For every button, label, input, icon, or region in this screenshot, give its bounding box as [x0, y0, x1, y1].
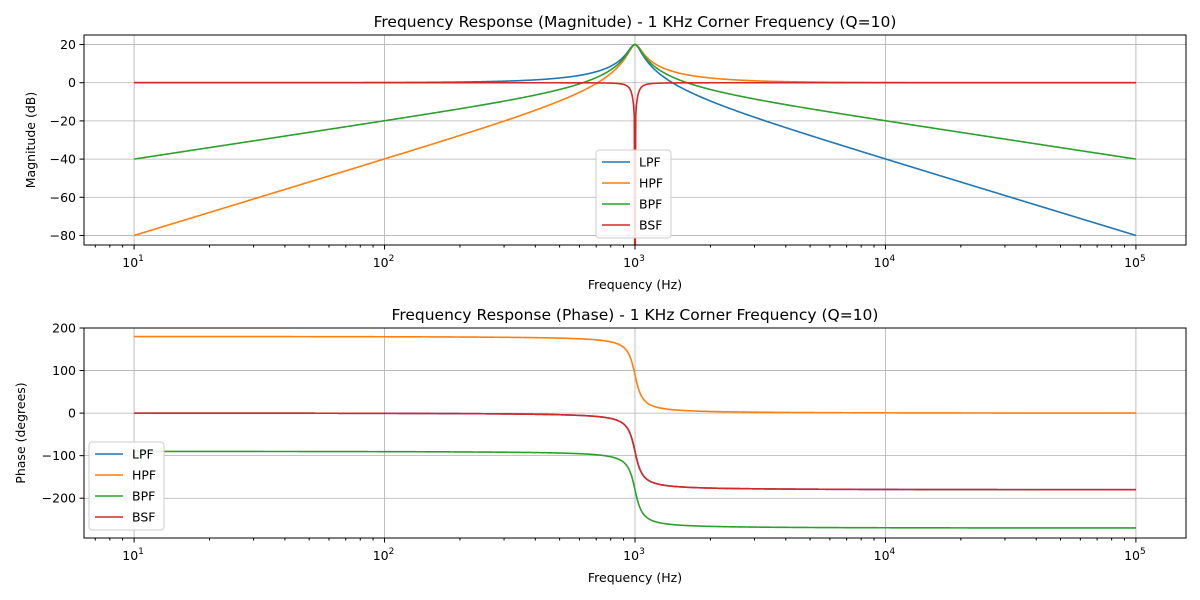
legend-box [88, 441, 165, 531]
plot-frame [83, 327, 1187, 539]
series-line-bsf [134, 81, 1136, 245]
y-axis-label: Phase (degrees) [13, 382, 28, 483]
legend-label-lpf: LPF [639, 155, 661, 170]
x-tick-label: 105 [1124, 547, 1146, 563]
legend-label-bsf: BSF [639, 218, 662, 233]
x-tick-label: 101 [122, 254, 144, 270]
y-tick-label: −80 [50, 228, 76, 243]
chart-1: 101 102 103 104 105 −80 −60 −40 −20 0 20 Frequency … [23, 13, 1187, 292]
x-tick-label: 102 [373, 547, 395, 563]
y-tick-label: 100 [52, 363, 76, 378]
plot-frame [83, 34, 1187, 246]
x-tick-label: 104 [874, 547, 896, 563]
series-line-bsf [134, 412, 1136, 491]
x-tick-label: 104 [874, 254, 896, 270]
series-line-bpf [133, 43, 1137, 160]
x-tick-label: 101 [122, 547, 144, 563]
y-tick-label: −200 [42, 491, 76, 506]
y-tick-label: −40 [50, 152, 76, 167]
legend: LPF HPF BPF BSF [88, 441, 165, 531]
x-axis-label: Frequency (Hz) [588, 570, 682, 585]
x-tick-label: 103 [623, 254, 645, 270]
legend-label-lpf: LPF [132, 447, 154, 462]
legend-label-bpf: BPF [132, 489, 155, 504]
legend: LPF HPF BPF BSF [595, 149, 672, 239]
y-tick-label: −100 [42, 448, 76, 463]
series-line-hpf [134, 335, 1136, 414]
legend-label-bsf: BSF [132, 510, 155, 525]
legend-label-hpf: HPF [639, 176, 663, 191]
chart-2: 101 102 103 104 105 −200 −100 0 100 200 Frequency … [13, 306, 1187, 585]
y-tick-label: −60 [50, 190, 76, 205]
x-axis-label: Frequency (Hz) [588, 277, 682, 292]
legend-box [595, 149, 672, 239]
y-tick-label: −20 [50, 113, 76, 128]
legend-label-hpf: HPF [132, 468, 156, 483]
y-tick-label: 0 [68, 406, 76, 421]
x-tick-label: 105 [1124, 254, 1146, 270]
y-tick-label: 0 [68, 75, 76, 90]
x-tick-label: 102 [373, 254, 395, 270]
y-tick-label: 200 [52, 321, 76, 336]
y-axis-label: Magnitude (dB) [23, 92, 38, 188]
legend-label-bpf: BPF [639, 197, 662, 212]
y-tick-label: 20 [60, 37, 76, 52]
chart-title: Frequency Response (Phase) - 1 KHz Corne… [392, 306, 879, 324]
chart-title: Frequency Response (Magnitude) - 1 KHz C… [374, 13, 897, 31]
x-tick-label: 103 [623, 547, 645, 563]
series-line-bpf [134, 450, 1136, 529]
